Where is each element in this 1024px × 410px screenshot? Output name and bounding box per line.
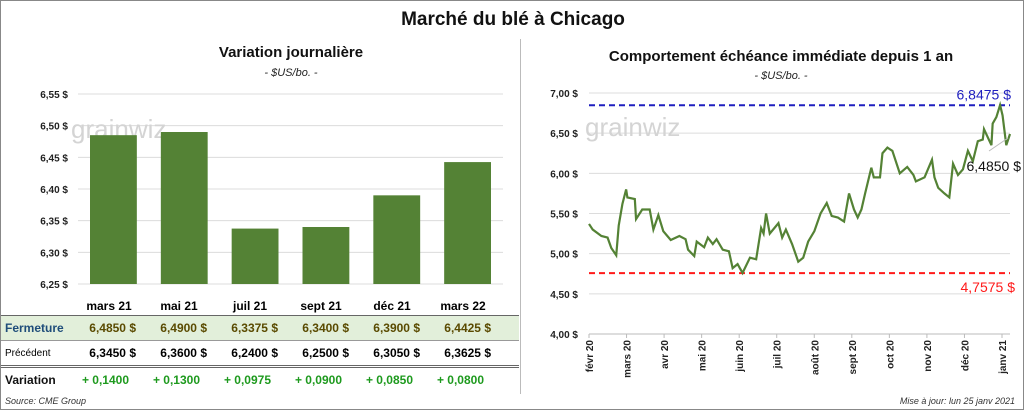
bar [373,195,421,284]
contracts-table: mars 21 mai 21 juil 21 sept 21 déc 21 ma… [1,294,519,394]
y-tick-label: 5,50 $ [550,210,578,221]
y-tick-label: 4,50 $ [550,290,578,301]
last-label-leader [988,137,1009,152]
price-line [588,100,1012,276]
cell: 6,4425 $ [444,321,491,335]
bar [90,135,137,284]
cell: + 0,0850 [365,373,413,387]
table-header-row: mars 21 mai 21 juil 21 sept 21 déc 21 ma… [1,294,519,318]
y-tick-label: 4,00 $ [550,330,578,341]
column-header: juil 21 [232,299,267,313]
y-tick-label: 6,50 $ [40,122,68,133]
panel-divider [520,39,521,394]
source-note: Source: CME Group [5,396,87,406]
bar [302,227,350,284]
row-label: Précédent [5,348,51,359]
main-title: Marché du blé à Chicago [401,9,625,30]
last-value-label: 6,4850 $ [967,158,1022,174]
cell: 6,4900 $ [160,321,207,335]
cell: 6,3600 $ [160,346,207,360]
x-tick-label: févr 20 [585,340,596,373]
row-label: Variation [5,373,56,387]
y-tick-label: 6,45 $ [40,153,68,164]
cell: + 0,0800 [436,373,484,387]
cell: 6,3375 $ [231,321,278,335]
x-tick-label: nov 20 [923,340,934,372]
left-chart-subtitle: - $US/bo. - [264,67,318,79]
cell: 6,3625 $ [444,346,491,360]
column-header: déc 21 [373,299,411,313]
right-chart-subtitle: - $US/bo. - [754,70,808,82]
y-tick-label: 7,00 $ [550,89,578,100]
y-tick-label: 6,30 $ [40,248,68,259]
cell: 6,4850 $ [89,321,136,335]
line-chart: 4,00 $ 4,50 $ 5,00 $ 5,50 $ 6,00 $ 6,50 $ 7,00… [550,86,1022,378]
y-tick-label: 6,50 $ [550,129,578,140]
x-tick-label: déc 20 [960,340,971,372]
x-tick-label: mars 20 [623,340,634,378]
y-tick-label: 6,55 $ [40,90,68,101]
row-label: Fermeture [5,321,64,335]
bar-chart: 6,25 $ 6,30 $ 6,35 $ 6,40 $ 6,45 $ 6,50 $ 6,55… [40,90,503,291]
x-tick-label: sept 20 [848,340,859,375]
cell: 6,3450 $ [89,346,136,360]
table-row-precedent: Précédent 6,3450 $ 6,3600 $ 6,2400 $ 6,2… [1,341,519,368]
cell: 6,3400 $ [302,321,349,335]
cell: + 0,0975 [223,373,271,387]
x-tick-label: janv 21 [998,340,1009,375]
column-header: mars 22 [440,299,486,313]
cell: 6,2500 $ [302,346,349,360]
cell: 6,3900 $ [373,321,420,335]
min-label: 4,7575 $ [961,279,1016,295]
right-chart-title: Comportement échéance immédiate depuis 1… [608,48,954,65]
x-tick-label: juil 20 [773,340,784,370]
x-tick-label: avr 20 [660,340,671,369]
cell: 6,2400 $ [231,346,278,360]
column-header: mars 21 [86,299,132,313]
y-tick-label: 6,00 $ [550,169,578,180]
table-row-fermeture: Fermeture 6,4850 $ 6,4900 $ 6,3375 $ 6,3… [1,315,519,341]
max-label: 6,8475 $ [957,86,1012,102]
column-header: sept 21 [300,299,342,313]
bar [160,132,208,284]
column-header: mai 21 [160,299,198,313]
cell: + 0,0900 [294,373,342,387]
cell: 6,3050 $ [373,346,420,360]
y-tick-label: 6,25 $ [40,280,68,291]
x-tick-label: août 20 [810,340,821,375]
table-row-variation: Variation + 0,1400 + 0,1300 + 0,0975 + 0… [1,368,519,392]
y-tick-label: 5,00 $ [550,250,578,261]
y-tick-label: 6,40 $ [40,185,68,196]
left-chart-title: Variation journalière [218,44,364,61]
x-tick-label: oct 20 [885,340,896,369]
cell: + 0,1300 [152,373,200,387]
watermark-logo: grainwiz [585,112,680,142]
bar [444,162,491,284]
x-tick-label: mai 20 [698,340,709,372]
bar [231,228,279,284]
update-note: Mise à jour: lun 25 janv 2021 [899,396,1015,406]
y-tick-label: 6,35 $ [40,217,68,228]
cell: + 0,1400 [81,373,129,387]
x-tick-label: juin 20 [735,340,746,373]
